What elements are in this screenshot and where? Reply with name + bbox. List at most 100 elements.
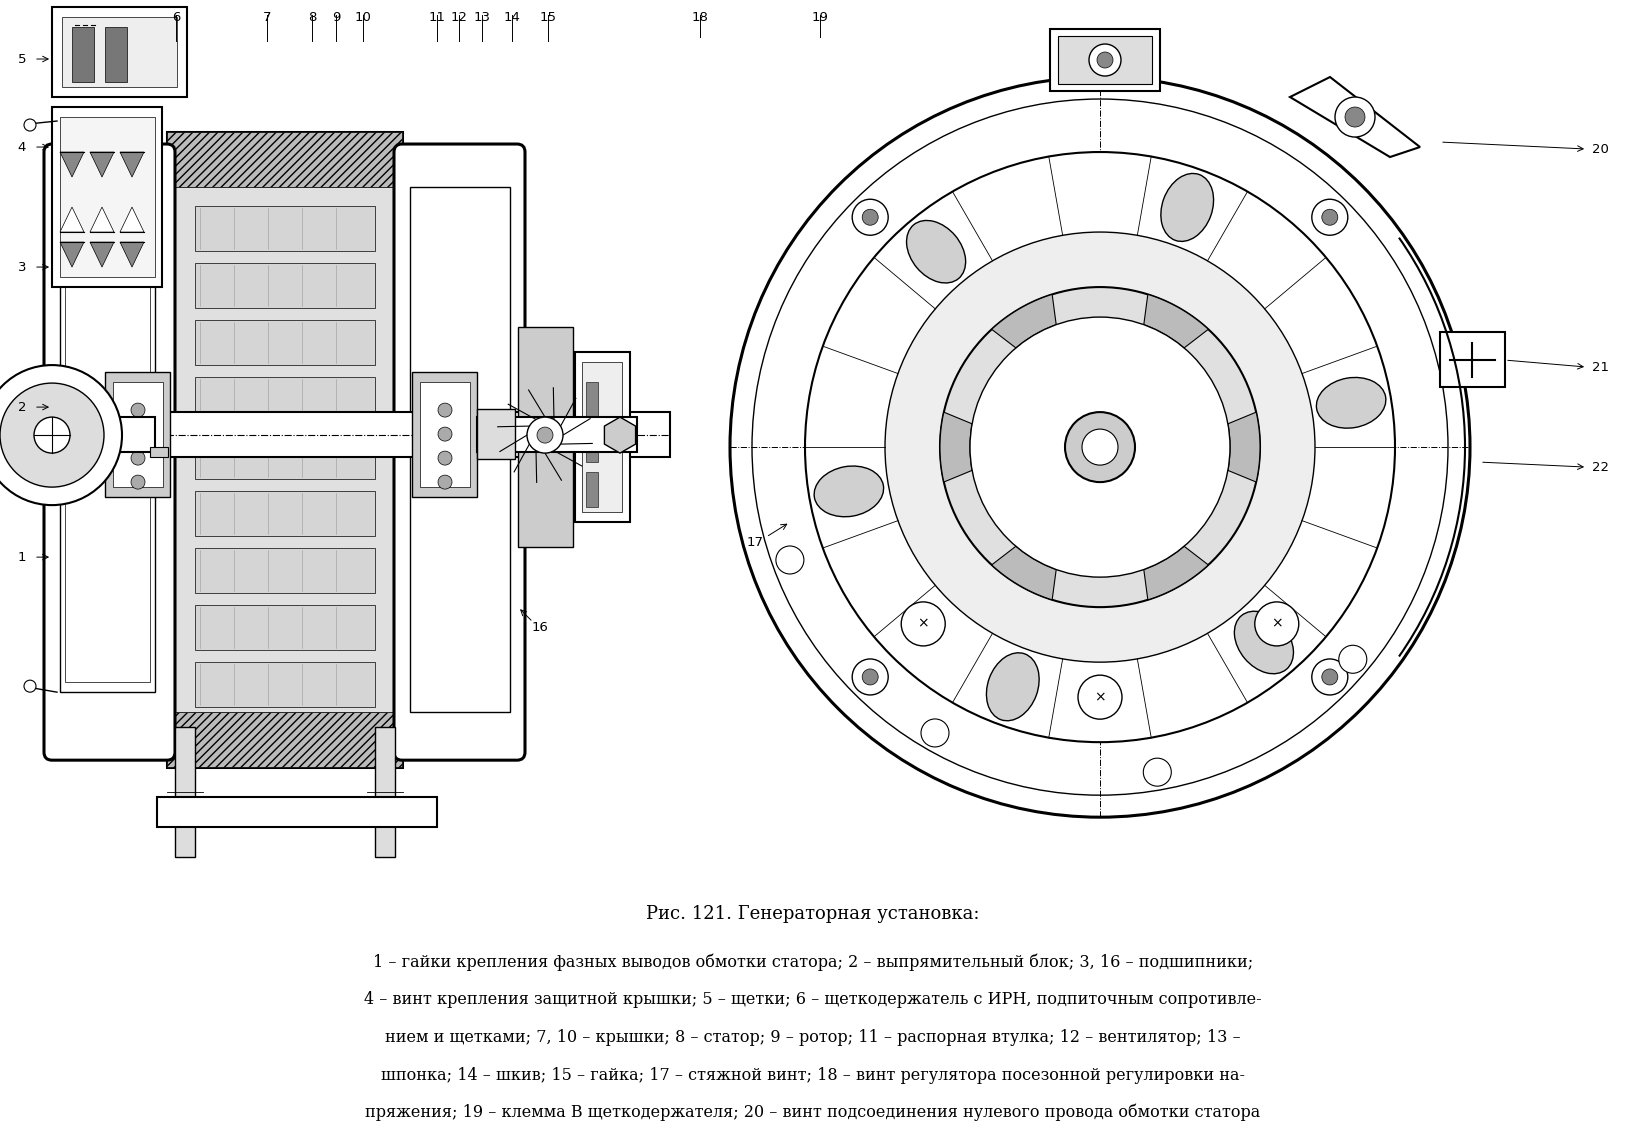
Circle shape: [527, 417, 563, 454]
Circle shape: [805, 152, 1395, 742]
Bar: [195, 378, 376, 422]
Circle shape: [1338, 645, 1367, 674]
Text: 14: 14: [504, 11, 520, 24]
Polygon shape: [60, 208, 85, 232]
Circle shape: [862, 210, 878, 226]
Bar: [576, 352, 629, 522]
Bar: [476, 417, 637, 452]
Bar: [522, 332, 569, 542]
Bar: [476, 409, 515, 459]
Text: 4: 4: [18, 141, 26, 153]
Polygon shape: [605, 417, 636, 454]
Bar: [106, 27, 127, 82]
Text: 9: 9: [332, 11, 340, 24]
Ellipse shape: [987, 653, 1039, 721]
Circle shape: [437, 451, 452, 465]
Circle shape: [852, 659, 888, 695]
Circle shape: [852, 200, 888, 235]
Bar: [1059, 36, 1151, 84]
Bar: [62, 17, 177, 87]
Bar: [112, 382, 163, 488]
Bar: [65, 212, 150, 683]
Circle shape: [132, 451, 145, 465]
Polygon shape: [1143, 547, 1208, 600]
Circle shape: [885, 232, 1315, 662]
Circle shape: [862, 669, 878, 685]
Circle shape: [132, 403, 145, 417]
Text: 5: 5: [18, 52, 26, 66]
Text: ×: ×: [1094, 691, 1106, 704]
Bar: [52, 7, 187, 98]
Text: 15: 15: [540, 11, 556, 24]
Bar: [167, 132, 402, 768]
Bar: [1441, 332, 1506, 387]
Text: 8: 8: [307, 11, 315, 24]
Bar: [24, 417, 154, 452]
Circle shape: [751, 99, 1449, 795]
FancyBboxPatch shape: [393, 144, 525, 760]
Polygon shape: [89, 242, 114, 268]
Circle shape: [1255, 602, 1299, 646]
Polygon shape: [120, 152, 145, 177]
Circle shape: [1081, 429, 1119, 465]
Circle shape: [537, 428, 553, 443]
Bar: [582, 362, 623, 513]
Circle shape: [920, 719, 950, 747]
FancyBboxPatch shape: [44, 144, 176, 760]
Bar: [50, 412, 670, 457]
Polygon shape: [992, 295, 1057, 348]
Text: 7: 7: [263, 11, 272, 24]
Bar: [195, 263, 376, 308]
Bar: [60, 202, 154, 692]
Bar: [159, 799, 434, 826]
Text: 6: 6: [172, 11, 180, 24]
Text: 2: 2: [18, 400, 26, 414]
Circle shape: [437, 475, 452, 489]
Polygon shape: [1143, 295, 1208, 348]
Circle shape: [24, 119, 36, 132]
Circle shape: [971, 318, 1229, 577]
Text: 1: 1: [18, 551, 26, 564]
Polygon shape: [1289, 77, 1419, 156]
Text: 19: 19: [811, 11, 828, 24]
Text: шпонка; 14 – шкив; 15 – гайка; 17 – стяжной винт; 18 – винт регулятора посезонно: шпонка; 14 – шкив; 15 – гайка; 17 – стяж…: [380, 1067, 1246, 1084]
Polygon shape: [120, 242, 145, 268]
Bar: [195, 491, 376, 536]
Polygon shape: [60, 242, 85, 268]
Circle shape: [1078, 675, 1122, 719]
Bar: [150, 447, 167, 457]
Text: 17: 17: [746, 535, 764, 549]
Circle shape: [0, 383, 104, 488]
Text: 20: 20: [1592, 143, 1608, 155]
Bar: [376, 727, 395, 857]
Text: 1 – гайки крепления фазных выводов обмотки статора; 2 – выпрямительный блок; 3, : 1 – гайки крепления фазных выводов обмот…: [372, 953, 1254, 971]
Bar: [167, 132, 402, 187]
Bar: [195, 606, 376, 650]
Text: 3: 3: [18, 261, 26, 273]
Circle shape: [1065, 412, 1135, 482]
Bar: [376, 737, 395, 793]
Ellipse shape: [1234, 611, 1293, 674]
Polygon shape: [940, 412, 972, 482]
Bar: [52, 107, 163, 287]
Text: 11: 11: [429, 11, 446, 24]
Bar: [176, 737, 195, 793]
Circle shape: [1089, 44, 1120, 76]
Circle shape: [730, 77, 1470, 818]
Circle shape: [132, 475, 145, 489]
Circle shape: [34, 417, 70, 454]
Text: 22: 22: [1592, 460, 1608, 474]
Circle shape: [132, 428, 145, 441]
Bar: [176, 187, 395, 712]
Bar: [72, 27, 94, 82]
Bar: [411, 372, 476, 497]
Text: 16: 16: [532, 620, 548, 634]
Text: Рис. 121. Генераторная установка:: Рис. 121. Генераторная установка:: [646, 905, 980, 923]
Bar: [195, 662, 376, 708]
Bar: [106, 372, 171, 497]
Text: пряжения; 19 – клемма В щеткодержателя; 20 – винт подсоединения нулевого провода: пряжения; 19 – клемма В щеткодержателя; …: [366, 1103, 1260, 1120]
Bar: [1050, 29, 1159, 91]
Bar: [195, 320, 376, 365]
Circle shape: [940, 287, 1260, 607]
Polygon shape: [992, 547, 1057, 600]
